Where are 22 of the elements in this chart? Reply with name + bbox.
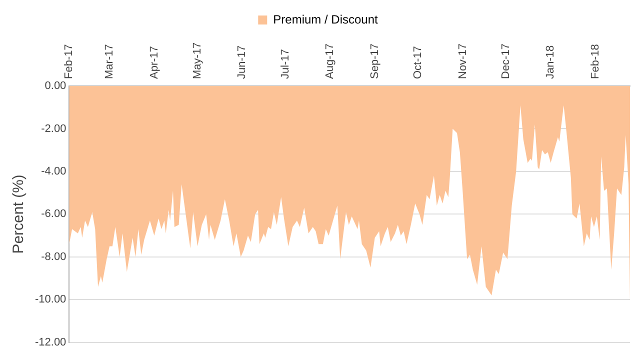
- x-tick-label: Mar-17: [104, 44, 116, 79]
- x-tick-label: Sep-17: [368, 44, 381, 79]
- x-tick-label: Nov-17: [456, 44, 469, 79]
- legend-label: Premium / Discount: [273, 12, 379, 26]
- y-tick-label: -8.00: [41, 250, 66, 263]
- x-tick-label: Oct-17: [412, 46, 424, 79]
- y-tick-label: -6.00: [41, 208, 66, 220]
- y-tick-label: -2.00: [41, 122, 66, 135]
- x-tick-label: Apr-17: [148, 46, 160, 79]
- x-tick-label: Feb-18: [589, 44, 602, 79]
- y-tick-label: -12.00: [34, 336, 66, 348]
- y-tick-label: -10.00: [34, 294, 66, 306]
- x-tick-label: Jul-17: [279, 49, 292, 79]
- y-tick-label: -4.00: [41, 166, 66, 178]
- x-tick-label: Dec-17: [500, 44, 512, 79]
- x-tick-label: May-17: [192, 42, 204, 79]
- y-axis-title: Percent (%): [10, 174, 28, 254]
- x-tick-label: Aug-17: [324, 44, 336, 79]
- y-tick-label: 0.00: [44, 80, 66, 92]
- x-tick-label: Jan-18: [544, 45, 557, 79]
- x-tick-label: Jun-17: [236, 45, 248, 79]
- x-tick-label: Feb-17: [63, 44, 76, 79]
